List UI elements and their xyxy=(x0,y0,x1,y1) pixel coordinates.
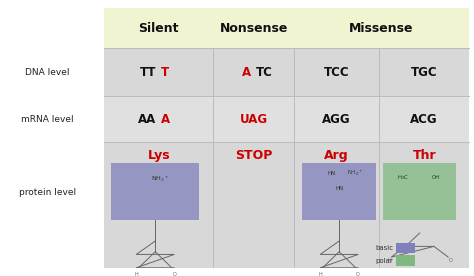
FancyBboxPatch shape xyxy=(302,163,376,220)
Text: polar: polar xyxy=(376,258,393,264)
FancyBboxPatch shape xyxy=(104,142,469,268)
FancyBboxPatch shape xyxy=(104,8,469,48)
Text: Silent: Silent xyxy=(138,22,179,34)
Text: protein level: protein level xyxy=(19,188,76,197)
Text: TCC: TCC xyxy=(324,66,349,79)
Text: mRNA level: mRNA level xyxy=(21,115,74,124)
FancyBboxPatch shape xyxy=(104,96,469,142)
Text: DNA level: DNA level xyxy=(25,68,70,77)
Text: H: H xyxy=(319,272,322,276)
FancyBboxPatch shape xyxy=(104,8,469,268)
Text: Arg: Arg xyxy=(324,149,349,162)
Text: A: A xyxy=(161,113,170,126)
Text: TT: TT xyxy=(140,66,156,79)
Text: Nonsense: Nonsense xyxy=(219,22,288,34)
Text: basic: basic xyxy=(375,245,393,251)
Text: STOP: STOP xyxy=(235,149,272,162)
Text: H: H xyxy=(387,258,391,263)
FancyBboxPatch shape xyxy=(396,243,415,253)
Text: AGG: AGG xyxy=(322,113,351,126)
Text: A: A xyxy=(242,66,251,79)
FancyBboxPatch shape xyxy=(104,48,469,96)
FancyBboxPatch shape xyxy=(396,256,415,266)
Text: H$_3$C: H$_3$C xyxy=(398,173,410,182)
FancyBboxPatch shape xyxy=(111,163,199,220)
Text: Thr: Thr xyxy=(412,149,436,162)
Text: Lys: Lys xyxy=(147,149,170,162)
FancyBboxPatch shape xyxy=(383,163,456,220)
Text: AA: AA xyxy=(138,113,156,126)
Text: NH$_2$$^+$: NH$_2$$^+$ xyxy=(347,169,364,178)
Text: TC: TC xyxy=(256,66,273,79)
Text: T: T xyxy=(161,66,169,79)
Text: O: O xyxy=(356,272,360,276)
Text: OH: OH xyxy=(432,175,440,180)
Text: Missense: Missense xyxy=(349,22,414,34)
Text: H: H xyxy=(135,272,138,276)
Text: NH$_2$$^+$: NH$_2$$^+$ xyxy=(151,174,169,184)
Text: O: O xyxy=(449,258,452,263)
Text: TGC: TGC xyxy=(411,66,438,79)
Text: ACG: ACG xyxy=(410,113,438,126)
Text: HN: HN xyxy=(328,171,336,176)
Text: UAG: UAG xyxy=(239,113,268,126)
Text: O: O xyxy=(173,272,176,276)
Text: HN: HN xyxy=(335,186,343,191)
